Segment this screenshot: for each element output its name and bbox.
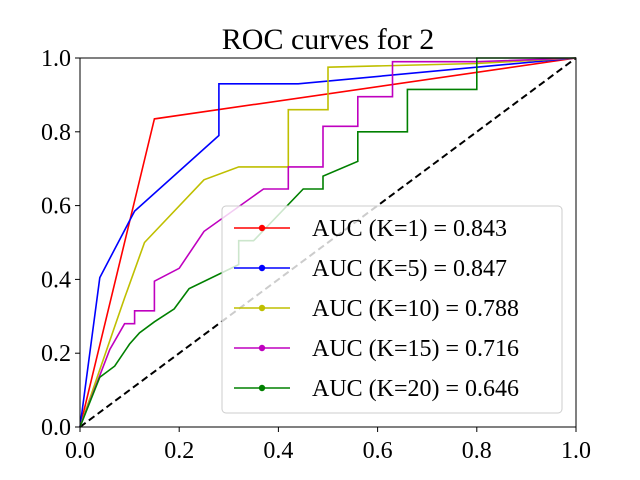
series-line-2 bbox=[79, 57, 577, 428]
x-tick-label: 0.2 bbox=[164, 438, 194, 464]
legend-label-3: AUC (K=10) = 0.788 bbox=[312, 296, 519, 322]
chart-title: ROC curves for 2 bbox=[222, 23, 434, 56]
legend: AUC (K=1) = 0.843 AUC (K=5) = 0.847 AUC (K… bbox=[221, 205, 563, 414]
y-tick-label: 0.2 bbox=[41, 341, 71, 367]
legend-label-2: AUC (K=5) = 0.847 bbox=[312, 256, 507, 282]
legend-marker-4 bbox=[258, 344, 266, 352]
x-tick-label: 0.4 bbox=[263, 438, 293, 464]
y-tick-label: 1.0 bbox=[41, 46, 71, 72]
plot-frame bbox=[79, 57, 577, 428]
series-line-4 bbox=[79, 57, 577, 428]
series-line-1 bbox=[79, 57, 577, 428]
plot-area bbox=[79, 57, 577, 428]
legend-marker-1 bbox=[258, 224, 266, 232]
legend-marker-2 bbox=[258, 264, 266, 272]
x-tick-label: 0.8 bbox=[462, 438, 492, 464]
legend-label-1: AUC (K=1) = 0.843 bbox=[312, 216, 507, 242]
legend-marker-3 bbox=[258, 304, 266, 312]
x-tick-label: 1.0 bbox=[561, 438, 591, 464]
x-tick-label: 0.0 bbox=[65, 438, 95, 464]
legend-marker-5 bbox=[258, 384, 266, 392]
axis-ticks: 0.0 0.2 0.4 0.6 0.8 1.0 0.0 0.2 0.4 0.6 0.8 1.0 bbox=[41, 46, 591, 464]
legend-label-5: AUC (K=20) = 0.646 bbox=[312, 376, 519, 402]
y-tick-label: 0.6 bbox=[41, 194, 71, 220]
y-tick-label: 0.0 bbox=[41, 415, 71, 441]
y-tick-label: 0.8 bbox=[41, 120, 71, 146]
legend-label-4: AUC (K=15) = 0.716 bbox=[312, 336, 519, 362]
x-tick-label: 0.6 bbox=[363, 438, 393, 464]
legend-box bbox=[221, 205, 563, 414]
y-tick-label: 0.4 bbox=[41, 267, 71, 293]
